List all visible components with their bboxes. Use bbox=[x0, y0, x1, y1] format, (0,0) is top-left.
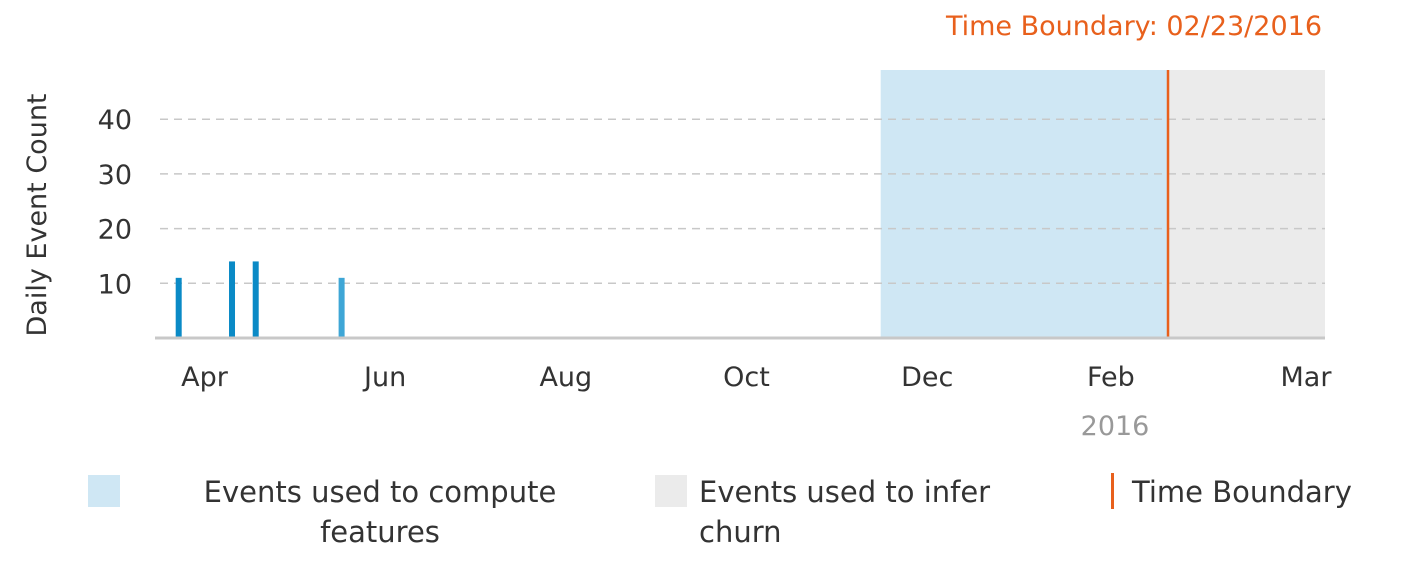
x-tick-label: Feb bbox=[1087, 362, 1135, 393]
boundary-title: Time Boundary: 02/23/2016 bbox=[945, 11, 1322, 42]
x-tick-label: Jun bbox=[362, 362, 406, 393]
legend-swatch-churn bbox=[655, 475, 687, 507]
x-tick-label: Aug bbox=[539, 362, 592, 393]
legend-label-boundary: Time Boundary bbox=[1132, 475, 1352, 509]
legend-label-features: Events used to compute features bbox=[203, 475, 557, 549]
bar bbox=[338, 277, 345, 338]
y-tick-label: 10 bbox=[98, 269, 132, 300]
y-tick-label: 30 bbox=[98, 160, 132, 191]
legend-label-churn: Events used to infer churn bbox=[699, 475, 991, 549]
legend-swatch-features bbox=[88, 475, 120, 507]
bar bbox=[175, 277, 182, 338]
chart: Apr Jun Aug Oct Dec Feb Mar 10 20 30 40 Daily Eve… bbox=[22, 11, 1333, 442]
y-axis-label: Daily Event Count bbox=[22, 93, 53, 336]
x-tick-label: Dec bbox=[901, 362, 953, 393]
x-tick-label: Oct bbox=[723, 362, 770, 393]
bar bbox=[229, 261, 236, 338]
legend-swatch-boundary bbox=[1111, 473, 1114, 509]
churn-region bbox=[1168, 70, 1325, 338]
y-tick-label: 40 bbox=[98, 105, 132, 136]
feature-region bbox=[880, 70, 1169, 338]
x-tick-label: Apr bbox=[181, 362, 229, 393]
x-tick-label: Mar bbox=[1281, 362, 1333, 393]
y-tick-label: 20 bbox=[98, 215, 132, 246]
bar bbox=[252, 261, 259, 338]
year-label: 2016 bbox=[1081, 411, 1150, 442]
